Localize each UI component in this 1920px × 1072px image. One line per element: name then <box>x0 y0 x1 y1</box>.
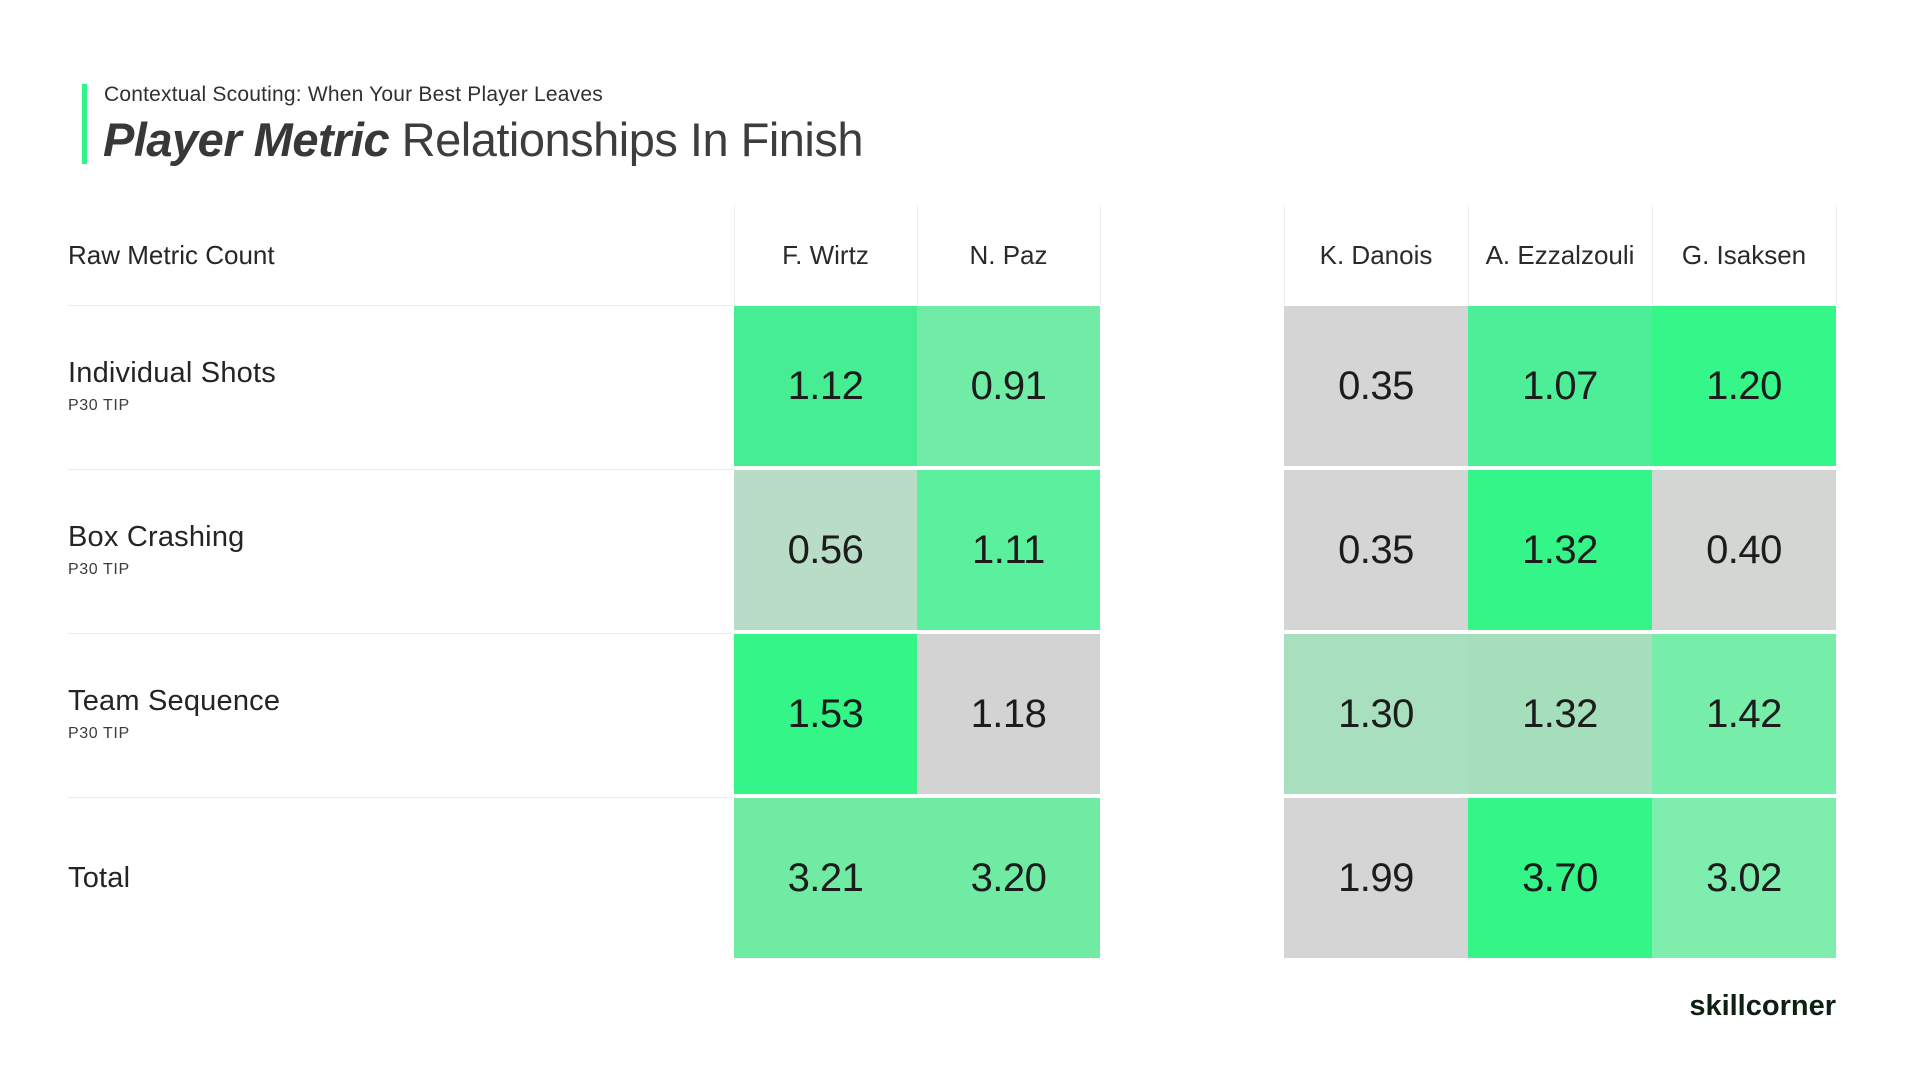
row-label-total: Total <box>68 798 668 958</box>
metric-cell: 1.42 <box>1652 634 1836 794</box>
header-separator <box>1652 205 1653 305</box>
skillcorner-logo: skillcorner <box>1689 990 1836 1022</box>
column-header-a-ezzalzouli: A. Ezzalzouli <box>1485 239 1635 270</box>
page-title: Player Metric Relationships In Finish <box>103 112 864 167</box>
metric-cell: 0.40 <box>1652 470 1836 630</box>
row-divider <box>68 633 734 634</box>
metric-cell: 1.20 <box>1652 306 1836 466</box>
column-header-f-wirtz: F. Wirtz <box>782 239 869 270</box>
column-header-n-paz: N. Paz <box>969 239 1048 270</box>
metric-cell: 1.12 <box>734 306 917 466</box>
metric-cell: 1.99 <box>1284 798 1468 958</box>
header-separator <box>917 205 918 305</box>
metric-cell: 0.56 <box>734 470 917 630</box>
column-header-g-isaksen: G. Isaksen <box>1681 239 1807 270</box>
row-divider <box>68 305 734 306</box>
metric-subtitle: P30 TIP <box>68 397 130 414</box>
table-corner-label: Raw Metric Count <box>68 239 275 270</box>
metric-cell: 1.53 <box>734 634 917 794</box>
row-label-box-crashing: Box Crashing P30 TIP <box>68 470 668 630</box>
row-label-team-sequence: Team Sequence P30 TIP <box>68 634 668 794</box>
metric-cell: 3.20 <box>917 798 1100 958</box>
metric-cell: 1.18 <box>917 634 1100 794</box>
metric-cell: 3.21 <box>734 798 917 958</box>
header-separator <box>1468 205 1469 305</box>
metric-name: Box Crashing <box>68 521 245 553</box>
header-separator <box>734 205 735 305</box>
metric-cell: 1.07 <box>1468 306 1652 466</box>
row-divider <box>68 797 734 798</box>
page-title-rest: Relationships In Finish <box>389 113 864 166</box>
page-title-emphasis: Player Metric <box>103 113 390 166</box>
accent-bar <box>82 84 87 164</box>
metric-subtitle: P30 TIP <box>68 725 130 742</box>
metric-name: Total <box>68 861 131 894</box>
header-separator <box>1284 205 1285 305</box>
metric-subtitle: P30 TIP <box>68 561 130 578</box>
metric-cell: 1.30 <box>1284 634 1468 794</box>
column-header-k-danois: K. Danois <box>1319 239 1433 270</box>
header-separator <box>1836 205 1837 305</box>
kicker-text: Contextual Scouting: When Your Best Play… <box>104 83 603 106</box>
row-divider <box>68 469 734 470</box>
metric-cell: 3.02 <box>1652 798 1836 958</box>
metric-name: Team Sequence <box>68 685 281 717</box>
header-separator <box>1100 205 1101 305</box>
metric-cell: 1.32 <box>1468 470 1652 630</box>
metric-cell: 1.11 <box>917 470 1100 630</box>
metric-cell: 3.70 <box>1468 798 1652 958</box>
metric-cell: 0.91 <box>917 306 1100 466</box>
metric-cell: 0.35 <box>1284 306 1468 466</box>
metric-cell: 0.35 <box>1284 470 1468 630</box>
metric-cell: 1.32 <box>1468 634 1652 794</box>
metric-name: Individual Shots <box>68 357 276 389</box>
row-label-individual-shots: Individual Shots P30 TIP <box>68 306 668 466</box>
